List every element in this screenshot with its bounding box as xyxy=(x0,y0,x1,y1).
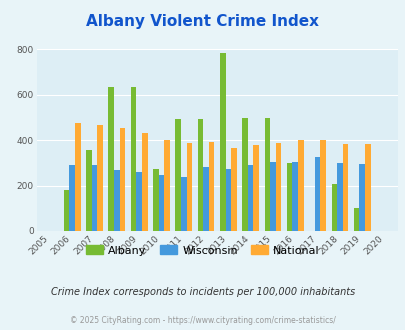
Bar xyxy=(336,163,342,231)
Bar xyxy=(158,175,164,231)
Bar xyxy=(342,144,347,231)
Bar xyxy=(86,150,92,231)
Bar xyxy=(353,208,358,231)
Text: Albany Violent Crime Index: Albany Violent Crime Index xyxy=(86,14,319,29)
Legend: Albany, Wisconsin, National: Albany, Wisconsin, National xyxy=(81,241,324,260)
Bar xyxy=(175,119,181,231)
Bar xyxy=(186,143,192,231)
Bar xyxy=(331,184,336,231)
Bar xyxy=(269,162,275,231)
Bar xyxy=(119,128,125,231)
Bar xyxy=(358,164,364,231)
Bar xyxy=(64,190,69,231)
Bar xyxy=(164,140,169,231)
Bar xyxy=(69,165,75,231)
Text: © 2025 CityRating.com - https://www.cityrating.com/crime-statistics/: © 2025 CityRating.com - https://www.city… xyxy=(70,316,335,325)
Bar xyxy=(320,140,325,231)
Bar xyxy=(136,172,142,231)
Bar xyxy=(208,142,214,231)
Bar xyxy=(253,145,258,231)
Bar xyxy=(181,177,186,231)
Bar xyxy=(297,140,303,231)
Bar xyxy=(130,87,136,231)
Bar xyxy=(286,163,292,231)
Bar xyxy=(275,143,281,231)
Bar xyxy=(203,167,208,231)
Bar xyxy=(314,157,320,231)
Bar xyxy=(75,123,81,231)
Bar xyxy=(264,117,269,231)
Bar xyxy=(364,144,370,231)
Bar xyxy=(92,165,97,231)
Bar xyxy=(247,165,253,231)
Bar xyxy=(230,148,236,231)
Bar xyxy=(220,53,225,231)
Bar xyxy=(142,133,147,231)
Bar xyxy=(292,162,297,231)
Bar xyxy=(108,87,114,231)
Bar xyxy=(242,117,247,231)
Bar xyxy=(225,169,230,231)
Bar xyxy=(153,169,158,231)
Bar xyxy=(114,170,119,231)
Bar xyxy=(97,125,102,231)
Text: Crime Index corresponds to incidents per 100,000 inhabitants: Crime Index corresponds to incidents per… xyxy=(51,287,354,297)
Bar xyxy=(197,119,203,231)
